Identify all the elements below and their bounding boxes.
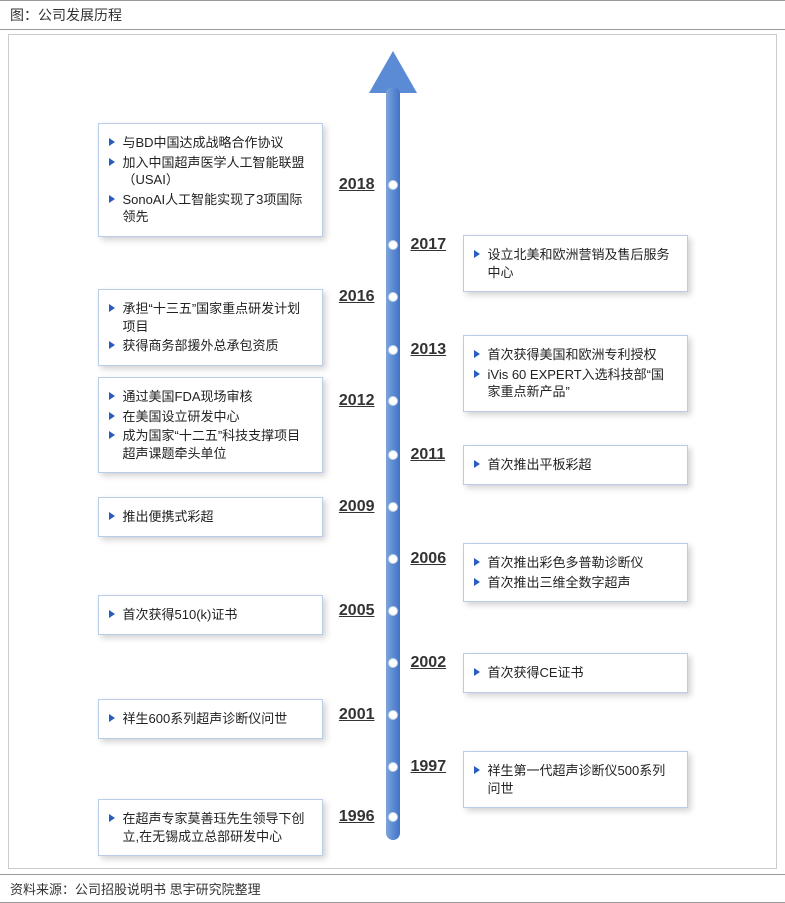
timeline-card-list: 承担“十三五”国家重点研发计划项目获得商务部援外总承包资质: [109, 300, 312, 355]
timeline-card-item: 首次推出三维全数字超声: [474, 574, 677, 592]
timeline-card: 承担“十三五”国家重点研发计划项目获得商务部援外总承包资质: [98, 289, 323, 366]
timeline-card: 首次获得CE证书: [463, 653, 688, 693]
timeline-card-list: 首次获得510(k)证书: [109, 606, 312, 624]
arrow-stem: [386, 87, 400, 840]
timeline-card-item: 首次推出平板彩超: [474, 456, 677, 474]
timeline-dot: [388, 606, 398, 616]
timeline-card-item: 祥生第一代超声诊断仪500系列问世: [474, 762, 677, 797]
timeline-card-item: SonoAI人工智能实现了3项国际领先: [109, 191, 312, 226]
timeline-year: 2018: [339, 176, 375, 194]
timeline-card: 在超声专家莫善珏先生领导下创立,在无锡成立总部研发中心: [98, 799, 323, 856]
timeline-card-item: 设立北美和欧洲营销及售后服务中心: [474, 246, 677, 281]
timeline-card-item: 成为国家“十二五”科技支撑项目超声课题牵头单位: [109, 427, 312, 462]
timeline-card-list: 在超声专家莫善珏先生领导下创立,在无锡成立总部研发中心: [109, 810, 312, 845]
timeline-year: 2013: [411, 341, 447, 359]
timeline-year: 1997: [411, 758, 447, 776]
timeline-dot: [388, 812, 398, 822]
timeline-dot: [388, 345, 398, 355]
timeline-card-item: iVis 60 EXPERT入选科技部“国家重点新产品”: [474, 366, 677, 401]
figure-frame: 图：公司发展历程 2018 与BD中国达成战略合作协议加入中国超声医学人工智能联盟…: [0, 0, 785, 903]
timeline-dot: [388, 450, 398, 460]
timeline-card-item: 与BD中国达成战略合作协议: [109, 134, 312, 152]
timeline-card-item: 获得商务部援外总承包资质: [109, 337, 312, 355]
timeline-card-item: 首次推出彩色多普勒诊断仪: [474, 554, 677, 572]
timeline-card-list: 祥生600系列超声诊断仪问世: [109, 710, 312, 728]
timeline-card-list: 祥生第一代超声诊断仪500系列问世: [474, 762, 677, 797]
timeline-card-list: 通过美国FDA现场审核在美国设立研发中心成为国家“十二五”科技支撑项目超声课题牵…: [109, 388, 312, 462]
timeline-dot: [388, 502, 398, 512]
timeline-card-item: 在美国设立研发中心: [109, 408, 312, 426]
timeline-dot: [388, 658, 398, 668]
figure-title: 图：公司发展历程: [0, 0, 785, 30]
timeline-card-item: 首次获得美国和欧洲专利授权: [474, 346, 677, 364]
timeline-year: 2006: [411, 550, 447, 568]
timeline-dot: [388, 240, 398, 250]
timeline-dot: [388, 762, 398, 772]
timeline-card: 首次推出平板彩超: [463, 445, 688, 485]
timeline-card-list: 首次推出彩色多普勒诊断仪首次推出三维全数字超声: [474, 554, 677, 591]
timeline-card-list: 与BD中国达成战略合作协议加入中国超声医学人工智能联盟（USAI）SonoAI人…: [109, 134, 312, 226]
timeline-card-list: 推出便携式彩超: [109, 508, 312, 526]
timeline-card-item: 首次获得510(k)证书: [109, 606, 312, 624]
timeline-chart: 2018 与BD中国达成战略合作协议加入中国超声医学人工智能联盟（USAI）Son…: [8, 34, 777, 869]
timeline-year: 2011: [411, 446, 446, 464]
timeline-card: 设立北美和欧洲营销及售后服务中心: [463, 235, 688, 292]
timeline-card: 与BD中国达成战略合作协议加入中国超声医学人工智能联盟（USAI）SonoAI人…: [98, 123, 323, 237]
figure-source: 资料来源：公司招股说明书 思宇研究院整理: [0, 874, 785, 903]
timeline-card: 祥生第一代超声诊断仪500系列问世: [463, 751, 688, 808]
timeline-year: 2005: [339, 602, 375, 620]
timeline-dot: [388, 554, 398, 564]
timeline-card-list: 首次获得CE证书: [474, 664, 677, 682]
timeline-card-list: 设立北美和欧洲营销及售后服务中心: [474, 246, 677, 281]
timeline-year: 2017: [411, 236, 447, 254]
timeline-card: 首次获得510(k)证书: [98, 595, 323, 635]
timeline-year: 2002: [411, 654, 447, 672]
timeline-card-item: 首次获得CE证书: [474, 664, 677, 682]
timeline-card-list: 首次获得美国和欧洲专利授权 iVis 60 EXPERT入选科技部“国家重点新产品…: [474, 346, 677, 401]
timeline-card: 推出便携式彩超: [98, 497, 323, 537]
timeline-card: 首次推出彩色多普勒诊断仪首次推出三维全数字超声: [463, 543, 688, 602]
timeline-year: 2001: [339, 706, 375, 724]
timeline-card: 首次获得美国和欧洲专利授权 iVis 60 EXPERT入选科技部“国家重点新产品…: [463, 335, 688, 412]
timeline-card-item: 在超声专家莫善珏先生领导下创立,在无锡成立总部研发中心: [109, 810, 312, 845]
timeline-card-item: 祥生600系列超声诊断仪问世: [109, 710, 312, 728]
timeline-card: 通过美国FDA现场审核在美国设立研发中心成为国家“十二五”科技支撑项目超声课题牵…: [98, 377, 323, 473]
timeline-year: 2009: [339, 498, 375, 516]
timeline-card: 祥生600系列超声诊断仪问世: [98, 699, 323, 739]
timeline-dot: [388, 292, 398, 302]
timeline-card-item: 加入中国超声医学人工智能联盟（USAI）: [109, 154, 312, 189]
timeline-dot: [388, 710, 398, 720]
timeline-year: 2012: [339, 392, 375, 410]
timeline-dot: [388, 180, 398, 190]
timeline-card-item: 承担“十三五”国家重点研发计划项目: [109, 300, 312, 335]
timeline-card-list: 首次推出平板彩超: [474, 456, 677, 474]
timeline-card-item: 推出便携式彩超: [109, 508, 312, 526]
timeline-card-item: 通过美国FDA现场审核: [109, 388, 312, 406]
timeline-year: 1996: [339, 808, 375, 826]
timeline-year: 2016: [339, 288, 375, 306]
timeline-dot: [388, 396, 398, 406]
